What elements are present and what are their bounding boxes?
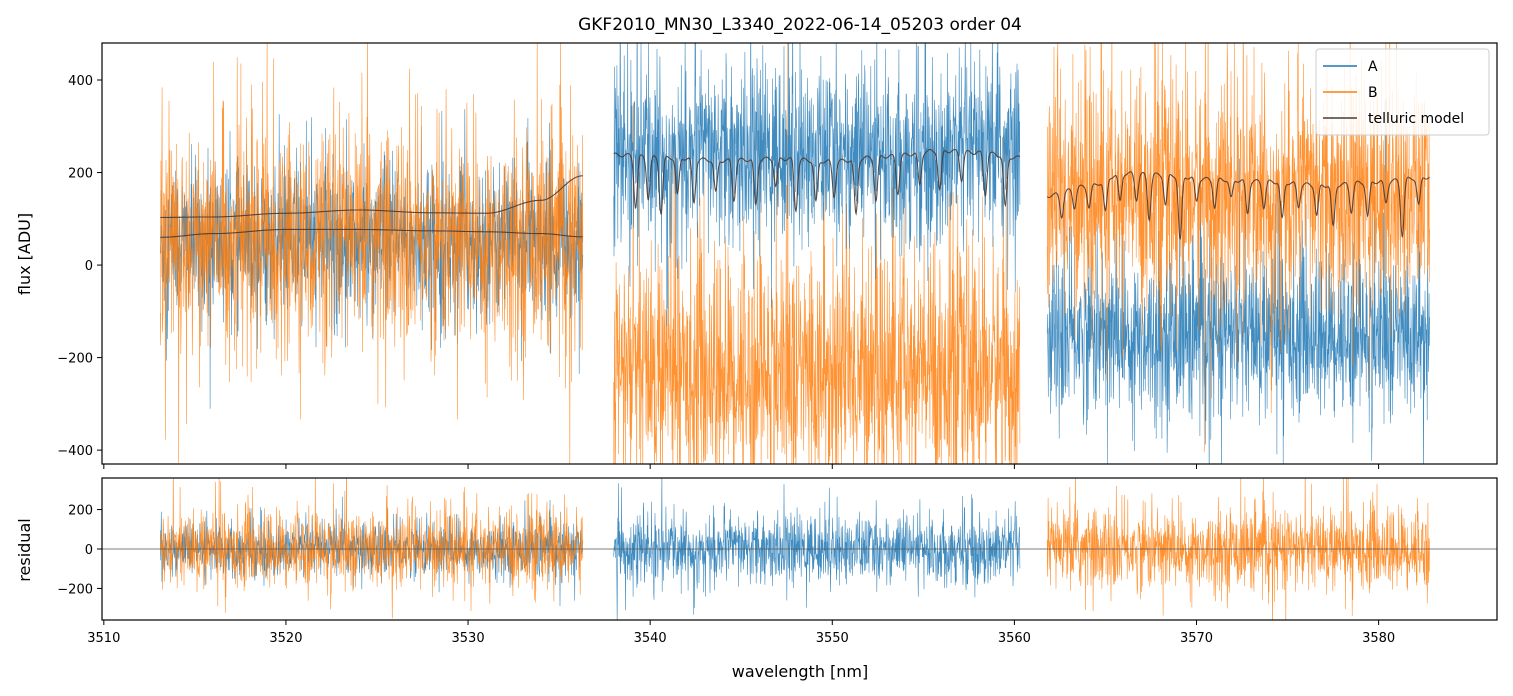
series-b-segment-2 [613,43,1021,464]
series-b-segment-3 [1046,43,1430,452]
series-a-segment-3 [1046,99,1430,464]
residual-b-segment-1 [160,478,584,619]
bottom-panel-data [102,478,1497,620]
telluric-model-curve-2 [160,228,583,238]
x-tick-label: 3520 [269,631,302,646]
top-y-tick-label: −200 [57,352,93,367]
x-tick-label: 3580 [1362,631,1395,646]
residual-a-segment-2 [613,478,1021,620]
top-panel-data [160,43,1430,464]
top-y-axis: −400 −200 0 200 400 [57,74,102,459]
residual-b-segment-3 [1046,478,1430,620]
top-panel-frame [101,42,1498,465]
telluric-model-curve-1 [160,175,583,218]
x-axis: 3510 3520 3530 3540 3550 3560 3570 3580 [87,620,1395,646]
x-tick-label: 3550 [816,631,849,646]
legend-label-telluric: telluric model [1368,111,1464,127]
x-tick-label: 3540 [634,631,667,646]
bottom-y-tick-label: 0 [85,543,93,558]
top-y-axis-label: flux [ADU] [15,213,34,295]
legend: A B telluric model [1315,48,1490,136]
bottom-y-axis-label: residual [15,518,34,581]
bottom-y-tick-label: 200 [68,504,93,519]
series-b-segment-1 [160,43,584,464]
legend-label-b: B [1368,85,1378,101]
bottom-y-axis: −200 0 200 [57,504,102,597]
series-a-segment-2 [613,43,1021,327]
telluric-model-curve-3 [613,148,1021,216]
top-y-tick-label: 400 [68,74,93,89]
top-y-tick-label: −400 [57,444,93,459]
top-y-tick-label: 200 [68,167,93,182]
x-tick-label: 3510 [87,631,120,646]
x-tick-label: 3570 [1180,631,1213,646]
series-a-segment-1 [160,109,584,409]
legend-label-a: A [1368,59,1378,75]
x-tick-label: 3530 [452,631,485,646]
x-tick-label: 3560 [998,631,1031,646]
bottom-y-tick-label: −200 [57,582,93,597]
top-y-tick-label: 0 [85,259,93,274]
telluric-model-curve-4 [1046,171,1430,240]
legend-frame [1315,48,1490,136]
chart-title: GKF2010_MN30_L3340_2022-06-14_05203 orde… [578,15,1022,35]
x-axis-label: wavelength [nm] [732,662,869,681]
top-x-ticks [103,464,1380,469]
